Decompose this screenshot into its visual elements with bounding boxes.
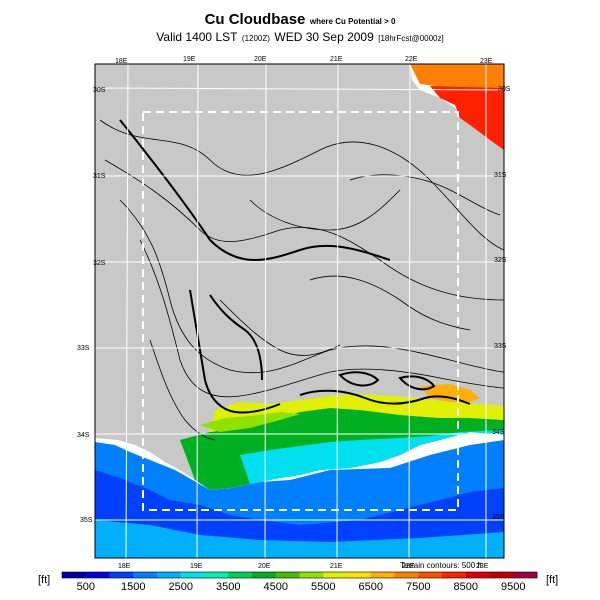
colorbar-tick-labels: 500 1500 2500 3500 4500 5500 6500 7500 8500 9500	[77, 581, 526, 593]
colorbar-swatch	[62, 572, 87, 578]
forecast-label: [18hrFcst@0000z]	[378, 34, 444, 43]
colorbar-swatch	[180, 572, 205, 578]
lon-label-bottom-19: 19E	[190, 563, 203, 570]
lon-label-top-22: 22E	[405, 56, 418, 63]
colorbar-tick-label: 7500	[406, 581, 430, 593]
title-sub: where Cu Potential > 0	[309, 17, 396, 26]
lat-label-right-34: 34S	[492, 429, 505, 436]
lat-label-left-34: 34S	[77, 432, 90, 439]
colorbar	[61, 571, 538, 579]
map-title: Cu Cloudbase where Cu Potential > 0	[0, 11, 600, 29]
lon-label-bottom-20: 20E	[258, 563, 271, 570]
lat-label-right-30: 30S	[498, 86, 511, 93]
colorbar-tick-label: 5500	[311, 581, 335, 593]
colorbar-unit-right: [ft]	[546, 574, 558, 586]
lat-label-right-35: 35S	[492, 514, 505, 521]
inner-domain-box	[142, 111, 459, 511]
colorbar-swatch	[228, 572, 253, 578]
title-main: Cu Cloudbase	[204, 11, 306, 28]
colorbar-tick-label: 9500	[501, 581, 525, 593]
lon-label-bottom-22: 22E	[402, 563, 415, 570]
colorbar-swatch	[133, 572, 158, 578]
colorbar-swatch	[109, 572, 134, 578]
lat-label-right-32: 32S	[494, 257, 507, 264]
valid-utc: (1200Z)	[241, 34, 270, 43]
lat-label-left-33: 33S	[77, 345, 90, 352]
colorbar-tick-label: 6500	[359, 581, 383, 593]
colorbar-swatch	[299, 572, 324, 578]
colorbar-tick-label: 2500	[169, 581, 193, 593]
graticule	[95, 64, 504, 558]
terrain-contours	[99, 119, 504, 441]
lat-label-left-32: 32S	[93, 260, 106, 267]
colorbar-swatch	[347, 572, 372, 578]
colorbar-swatch	[489, 572, 514, 578]
lat-label-right-31: 31S	[494, 172, 507, 179]
colorbar-swatch	[513, 572, 538, 578]
lon-label-bottom-23: 23E	[476, 563, 489, 570]
colorbar-swatch	[157, 572, 182, 578]
map-plot-area	[95, 64, 504, 558]
colorbar-tick-label: 4500	[264, 581, 288, 593]
colorbar-tick-label: 500	[77, 581, 95, 593]
coastal-band-yellow	[210, 394, 504, 432]
valid-prefix: Valid 1400 LST	[156, 30, 238, 44]
lat-label-left-35: 35S	[80, 517, 93, 524]
colorbar-tick-label: 8500	[454, 581, 478, 593]
colorbar-tick-label: 3500	[216, 581, 240, 593]
colorbar-swatch	[418, 572, 443, 578]
colorbar-swatch	[370, 572, 395, 578]
lon-label-top-19: 19E	[183, 56, 196, 63]
northeast-cloudbase-high	[410, 64, 504, 92]
lon-label-top-21: 21E	[330, 56, 343, 63]
terrain-contours-major	[119, 119, 471, 414]
coastal-band-cyan	[240, 430, 504, 484]
colorbar-swatch	[323, 572, 348, 578]
lat-label-right-33: 33S	[494, 343, 507, 350]
colorbar-swatch	[85, 572, 110, 578]
coastal-band-lightgreen	[200, 412, 300, 432]
terrain-contour-note: Terrain contours: 500 ft	[400, 561, 483, 570]
colorbar-swatch	[394, 572, 419, 578]
valid-date: WED 30 Sep 2009	[274, 30, 374, 44]
colorbar-swatch	[252, 572, 277, 578]
lon-label-top-23: 23E	[480, 58, 493, 65]
colorbar-tick-label: 1500	[121, 581, 145, 593]
colorbar-unit-left: [ft]	[38, 574, 50, 586]
colorbar-border	[61, 571, 538, 579]
colorbar-swatch	[465, 572, 490, 578]
lon-label-bottom-18: 18E	[118, 563, 131, 570]
colorbar-swatch	[442, 572, 467, 578]
colorbar-swatch	[275, 572, 300, 578]
lon-label-bottom-21: 21E	[330, 563, 343, 570]
lon-label-top-20: 20E	[254, 56, 267, 63]
lat-label-left-31: 31S	[93, 173, 106, 180]
lon-label-top-18: 18E	[115, 58, 128, 65]
map-frame	[94, 63, 505, 559]
valid-time-line: Valid 1400 LST (1200Z) WED 30 Sep 2009 […	[0, 28, 600, 46]
lat-label-left-30: 30S	[93, 87, 106, 94]
colorbar-swatch	[204, 572, 229, 578]
